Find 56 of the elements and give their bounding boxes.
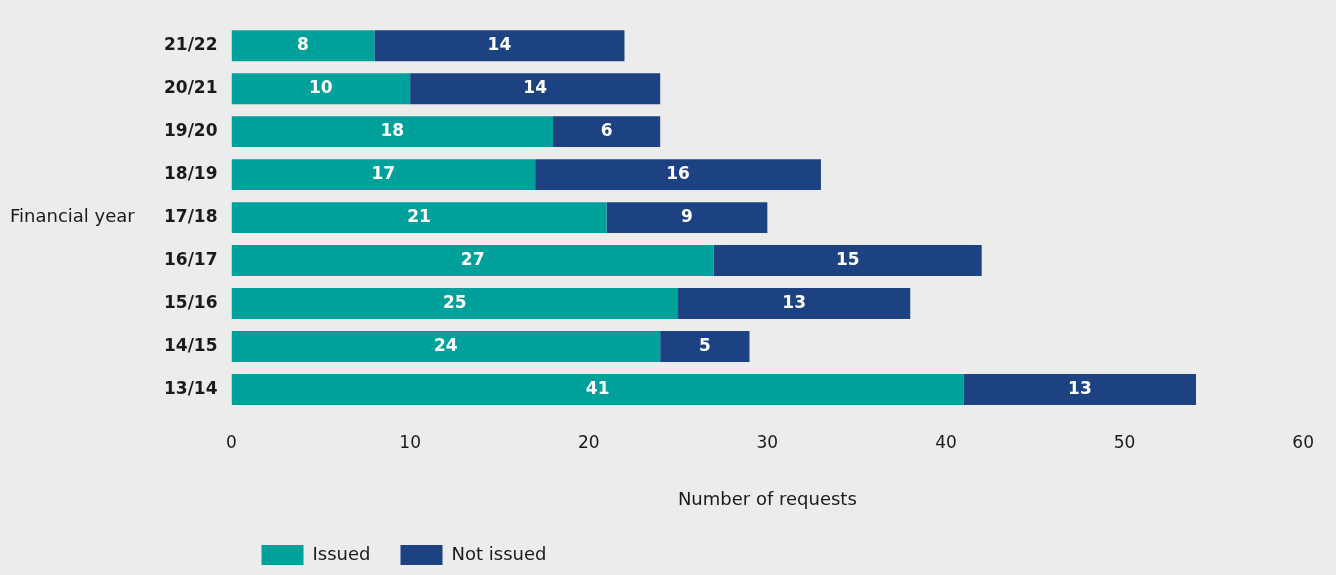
data-label: 16 [666, 163, 690, 184]
data-label: 8 [297, 34, 309, 55]
legend-label: Not issued [451, 542, 547, 564]
data-label: 13 [782, 291, 806, 312]
x-tick-label: 20 [577, 431, 600, 452]
y-tick-label: 14/15 [163, 334, 218, 355]
data-label: 18 [380, 120, 405, 141]
data-label: 10 [308, 77, 333, 98]
bar [553, 116, 661, 148]
bar [231, 116, 554, 148]
x-tick-label: 10 [399, 431, 421, 452]
bar [231, 245, 714, 277]
data-label: 13 [1068, 377, 1092, 398]
bar [231, 374, 964, 405]
y-tick-label: 16/17 [163, 249, 218, 269]
y-tick-label: 18/19 [163, 163, 218, 184]
bar [231, 202, 607, 234]
data-label: 14 [487, 34, 512, 55]
bar [231, 30, 375, 62]
data-label: 21 [407, 206, 431, 227]
y-axis-title: Financial year [10, 205, 136, 227]
data-label: 25 [442, 291, 467, 312]
y-tick-label: 19/20 [163, 120, 218, 141]
bar [660, 331, 750, 363]
data-label: 27 [460, 249, 485, 269]
x-tick-label: 60 [1292, 431, 1314, 452]
legend-label: Issued [312, 542, 371, 564]
data-label: 15 [835, 249, 860, 269]
y-tick-label: 17/18 [163, 206, 218, 227]
bar [374, 30, 625, 62]
x-tick-label: 40 [935, 431, 957, 452]
data-label: 17 [371, 163, 396, 184]
data-label: 5 [698, 334, 711, 355]
x-axis-title: Number of requests [677, 487, 857, 509]
x-tick-label: 0 [226, 431, 237, 452]
data-label: 9 [681, 206, 693, 227]
bar [963, 374, 1197, 405]
bar [535, 159, 821, 191]
bar [231, 73, 411, 105]
bar [231, 288, 679, 320]
y-tick-label: 21/22 [163, 34, 218, 55]
bar [713, 245, 982, 277]
y-tick-label: 20/21 [163, 77, 218, 98]
bar [410, 73, 661, 105]
y-tick-label: 13/14 [163, 377, 218, 398]
bar [231, 159, 536, 191]
x-tick-label: 50 [1113, 431, 1136, 452]
data-label: 24 [434, 334, 458, 355]
data-label: 6 [600, 120, 613, 141]
bar [606, 202, 768, 234]
data-label: 14 [523, 77, 548, 98]
y-tick-label: 15/16 [163, 291, 218, 312]
x-tick-label: 30 [756, 431, 779, 452]
bar [678, 288, 911, 320]
data-label: 41 [585, 377, 610, 398]
bar [231, 331, 661, 363]
